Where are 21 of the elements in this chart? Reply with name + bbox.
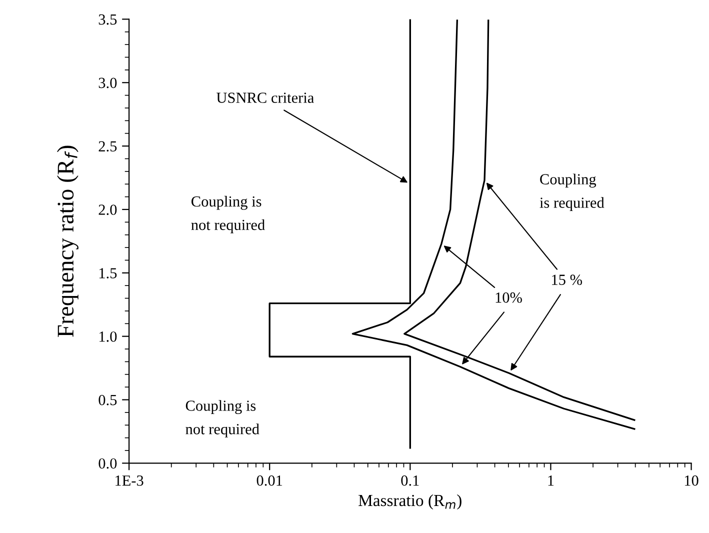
x-tick-label: 10 <box>684 475 698 486</box>
y-tick-label: 1.5 <box>99 268 117 278</box>
y-tick-label: 2.5 <box>98 141 117 152</box>
y-tick-label: 3.0 <box>98 78 117 88</box>
x-tick-label: 0.01 <box>256 475 282 486</box>
y-tick-label: 2.0 <box>98 204 117 215</box>
annotation: Coupling is required <box>540 174 604 211</box>
y-tick-label: 1.0 <box>99 331 117 342</box>
annotation: 15 % <box>552 274 582 286</box>
x-tick-label: 0.1 <box>401 475 419 486</box>
annotation: Coupling is not required <box>191 196 265 234</box>
x-axis-title: Massratio (R$_{m}$) <box>358 494 462 510</box>
y-axis-title: Frequency ratio (R$_{f}$) <box>56 146 78 337</box>
y-tick-label: 3.5 <box>98 14 117 25</box>
x-tick-label: 1 <box>548 476 554 486</box>
y-tick-label: 0.0 <box>98 458 117 469</box>
y-tick-label: 0.5 <box>98 394 117 406</box>
annotation: Coupling is not required <box>186 400 260 438</box>
annotation: 10% <box>496 292 522 303</box>
x-tick-label: 1E-3 <box>116 475 144 486</box>
annotation: USNRC criteria <box>216 92 314 103</box>
